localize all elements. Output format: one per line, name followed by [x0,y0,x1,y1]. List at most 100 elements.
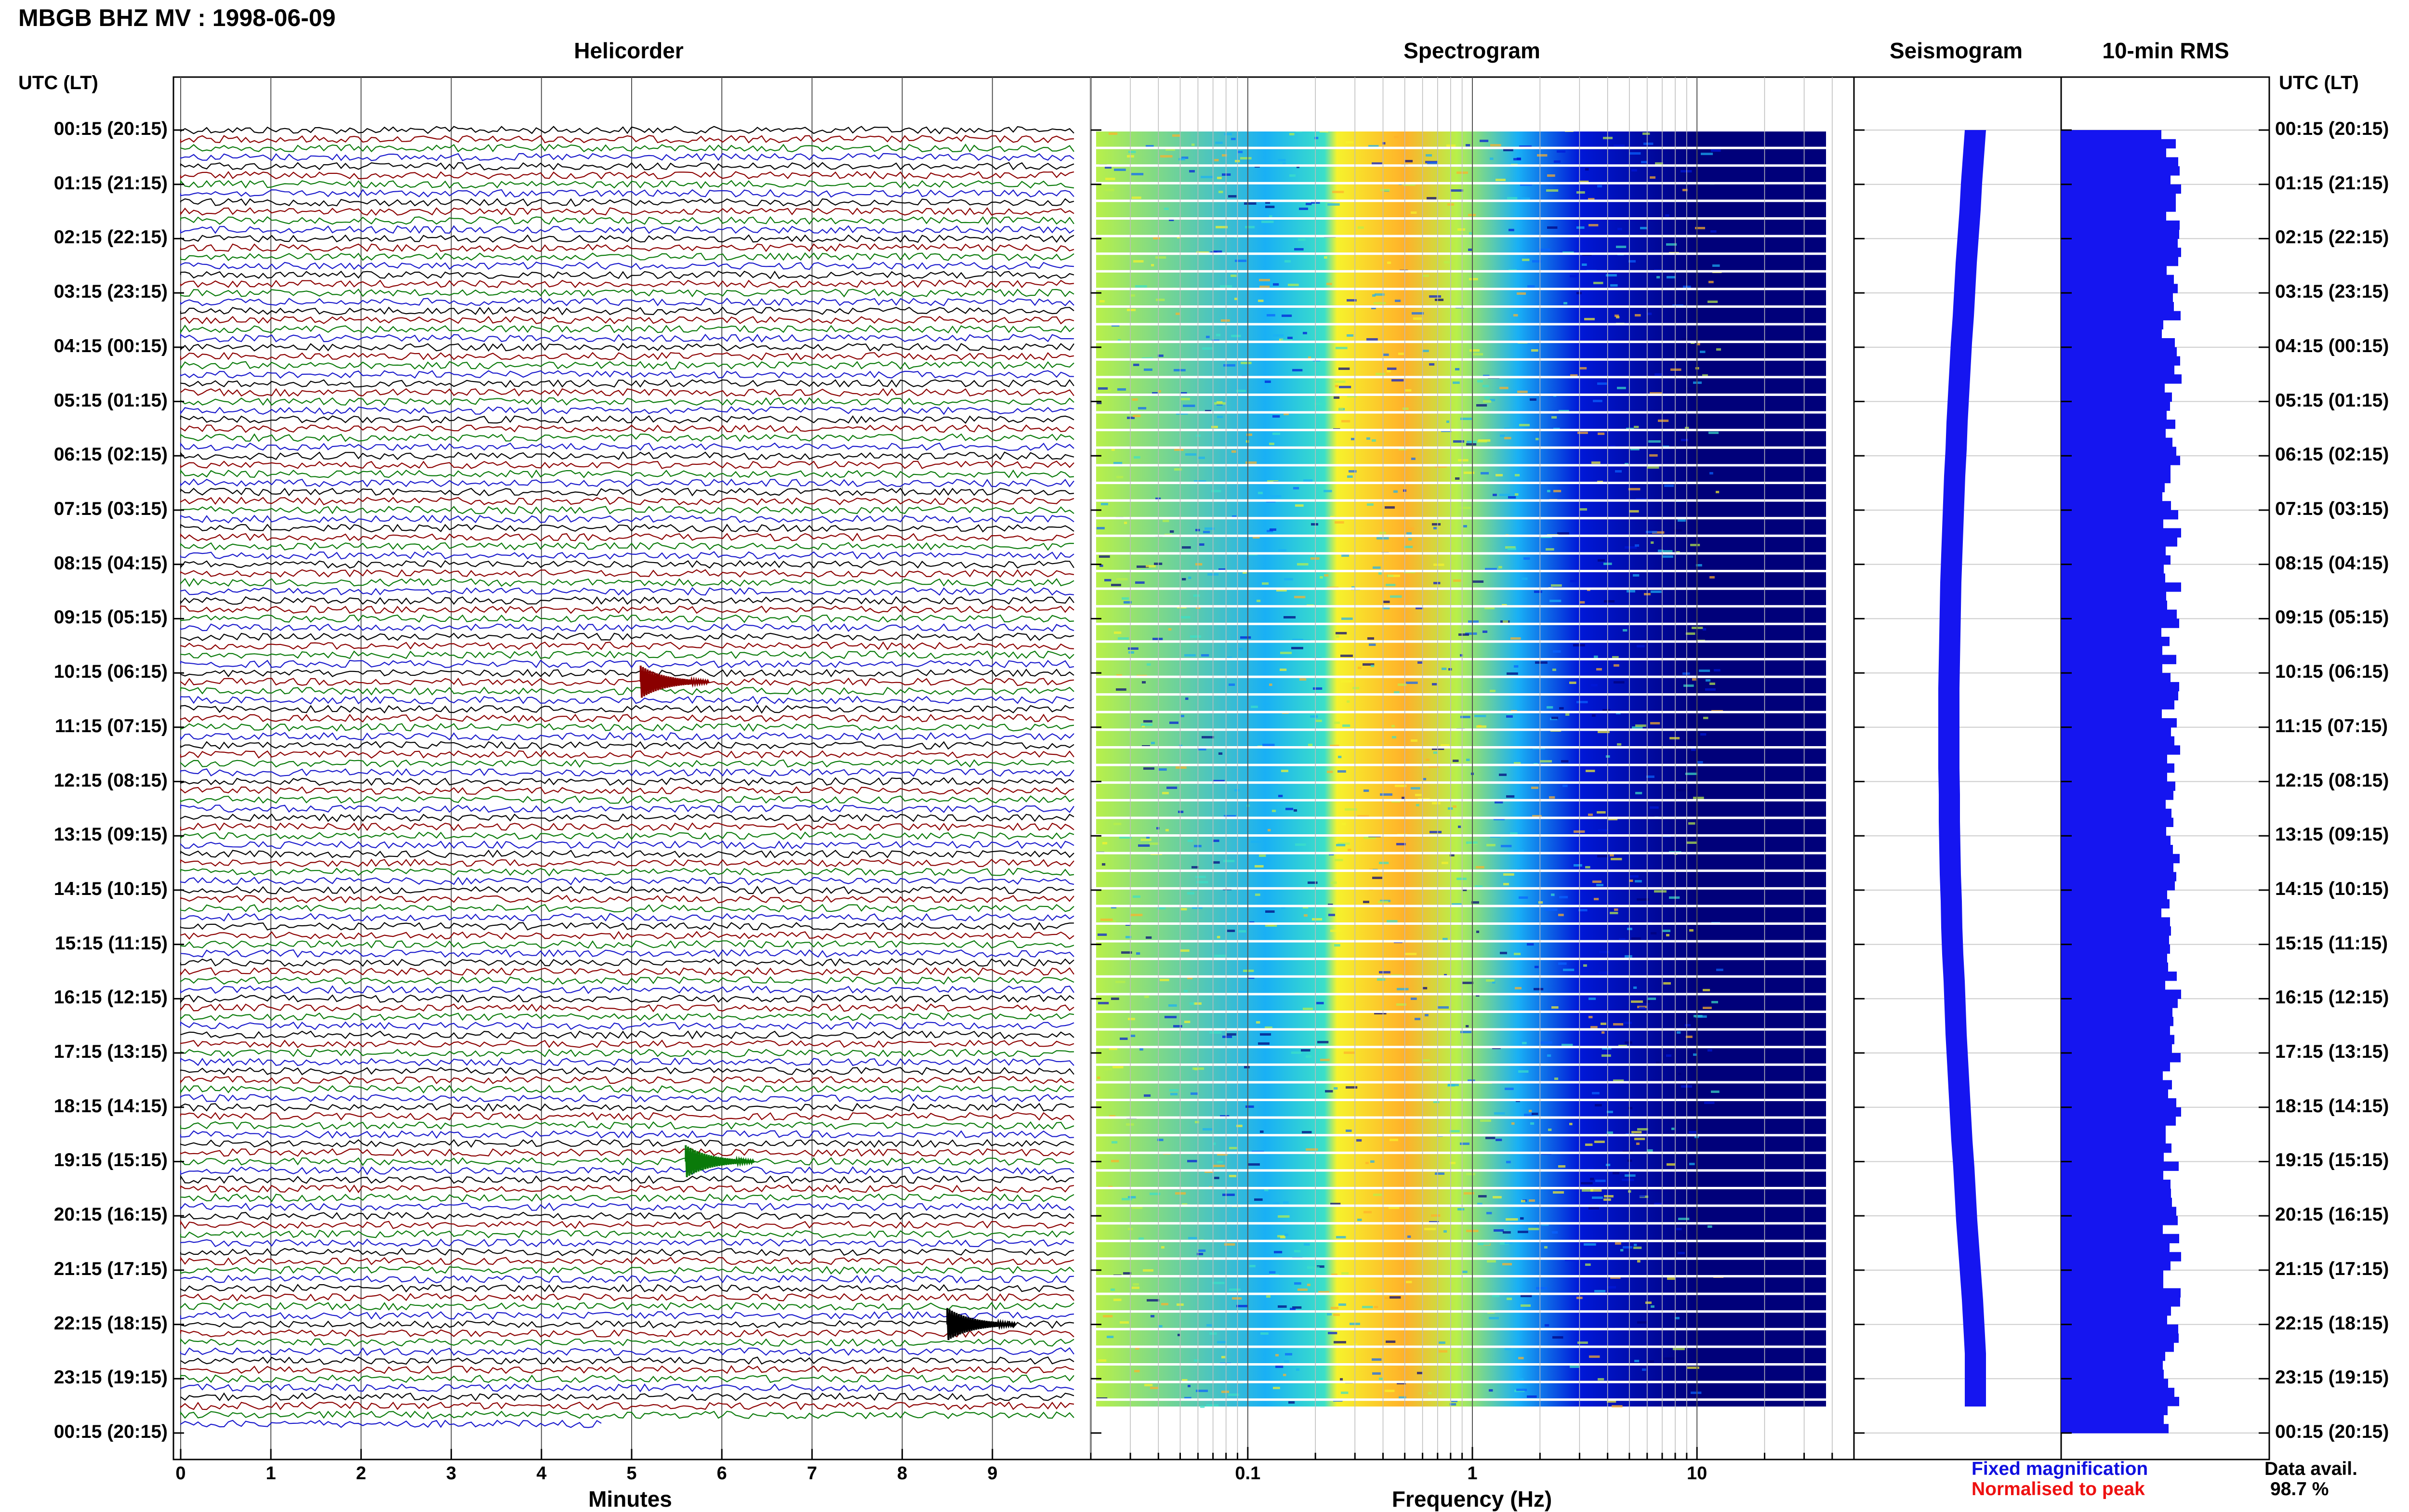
spectrogram-gap [1096,710,1826,713]
rms-bar [2061,1424,2169,1433]
time-label-left: 01:15 (21:15) [53,172,168,194]
rms-bar [2061,1107,2181,1117]
helicorder-trace-row [180,1030,1074,1040]
rms-bar [2061,582,2181,592]
spectrogram-gap [1096,1187,1826,1189]
spectrogram-gap [1096,446,1826,449]
spectrogram-gap [1096,235,1826,237]
time-label-right: 02:15 (22:15) [2275,227,2389,248]
rms-bar [2061,420,2175,429]
rms-bar [2061,1297,2180,1307]
spectrogram-gap [1096,869,1826,872]
helicorder-trace-row [180,306,1074,316]
spectrogram-gap [1096,746,1826,749]
helicorder-trace-row [180,1356,1074,1365]
rms-bar [2061,311,2181,321]
helicorder-trace-row [180,144,1074,153]
helicorder-trace-row [180,777,1074,786]
helicorder-trace-row [180,225,1074,234]
rms-bar [2061,1062,2170,1072]
rms-bar [2061,1161,2179,1171]
spectrogram-gap [1096,799,1826,802]
spectrogram-gap [1096,552,1826,555]
rms-bar [2061,473,2171,484]
helicorder-trace-row [180,1266,1074,1275]
rms-bar [2061,1071,2163,1080]
helicorder-trace-row [180,388,1074,397]
helicorder-trace-row [180,831,1074,841]
rms-bar [2061,555,2171,565]
helicorder-trace-row [180,1293,1074,1302]
rms-bar [2061,926,2171,936]
rms-bar [2061,989,2181,999]
spectrogram-gap [1096,816,1826,819]
time-label-left: 16:15 (12:15) [53,987,168,1008]
rms-bar [2061,1396,2179,1407]
spectrogram-gap [1096,1363,1826,1366]
helicorder-trace-row [180,741,1074,750]
rms-bar [2061,130,2161,140]
helicorder-trace-row [180,1139,1074,1148]
rms-bar [2061,709,2162,719]
helicorder-trace-row [180,885,1074,894]
rms-bar [2061,329,2162,339]
helicorder-trace-row [180,1238,1074,1248]
time-label-left: 07:15 (03:15) [53,498,168,519]
helicorder-trace-row [180,352,1074,361]
time-label-left: 15:15 (11:15) [54,933,168,954]
helicorder-trace-row [180,1121,1074,1130]
helicorder-trace-row [180,967,1074,976]
helicorder-trace-row [180,415,1074,424]
spectrogram-gap [1096,411,1826,414]
time-label-right: 17:15 (13:15) [2275,1041,2389,1063]
rms-bar [2061,573,2165,583]
helicorder-panel [172,76,1092,1460]
spectrogram-gap [1096,622,1826,625]
helicorder-trace-row [180,1157,1074,1166]
helicorder-trace-row [180,1347,1074,1356]
rms-bar [2061,872,2176,881]
spectrogram-gap [1096,270,1826,273]
helicorder-trace-row [180,469,1074,479]
helicorder-trace-row [180,686,1074,696]
rms-bar [2061,428,2166,438]
spectrogram-gap [1096,852,1826,855]
rms-bar [2061,962,2168,972]
helicorder-trace-row [180,1057,1074,1066]
time-label-left: 17:15 (13:15) [53,1041,168,1063]
spectrogram-gap [1096,1381,1826,1383]
helicorder-x-tick-label: 2 [356,1463,366,1484]
time-label-left: 02:15 (22:15) [53,227,168,248]
helicorder-trace-row [180,669,1074,678]
helicorder-trace-row [180,505,1074,514]
helicorder-trace-row [180,1012,1074,1022]
spectrogram-gap [1096,464,1826,467]
time-label-right: 06:15 (02:15) [2275,444,2389,465]
helicorder-trace-row [180,623,1074,632]
helicorder-trace-row [180,723,1074,732]
helicorder-trace-row [180,949,1074,958]
rms-bar [2061,1351,2165,1361]
helicorder-trace-row [180,587,1074,596]
helicorder-trace-row [180,297,1074,306]
rms-bar [2061,1379,2168,1388]
helicorder-trace-row [180,542,1074,551]
rms-bar [2061,1053,2181,1063]
rms-bar [2061,193,2176,203]
data-avail-label: Data avail. [2264,1459,2357,1479]
helicorder-trace-row [180,497,1074,506]
helicorder-trace-row [180,958,1074,967]
rms-bar [2061,1197,2172,1207]
rms-bar [2061,293,2173,302]
helicorder-trace-row [180,1184,1074,1194]
spectrogram-gap [1096,887,1826,890]
helicorder-trace-row [180,1130,1074,1139]
time-label-left: 08:15 (04:15) [53,552,168,574]
rms-bar [2061,673,2171,683]
rms-bar [2061,1406,2168,1415]
helicorder-trace-row [180,858,1074,868]
helicorder-trace-row [180,1003,1074,1012]
spectrogram-gap [1096,958,1826,960]
rms-bar [2061,790,2173,800]
spectrogram-gap [1096,570,1826,572]
